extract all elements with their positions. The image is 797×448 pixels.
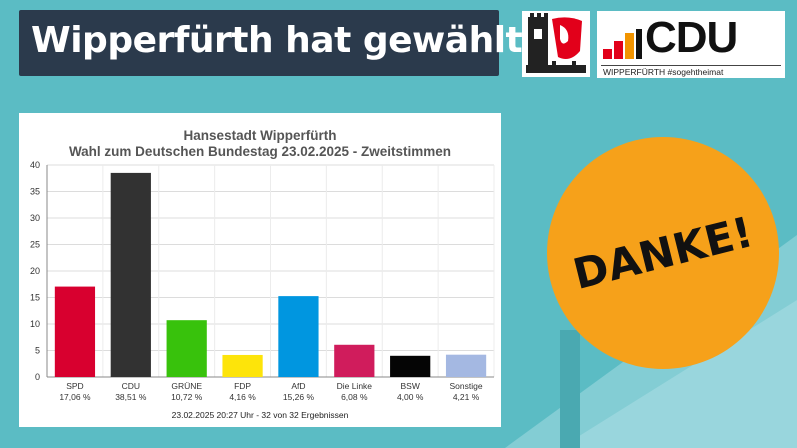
page-title-box: Wipperfürth hat gewählt <box>19 10 523 76</box>
y-tick-label: 40 <box>30 160 40 170</box>
cdu-divider <box>601 65 781 66</box>
x-tick-label: GRÜNE <box>171 381 202 391</box>
y-tick-label: 30 <box>30 213 40 223</box>
crest-icon <box>526 13 586 73</box>
y-tick-label: 10 <box>30 319 40 329</box>
x-tick-label: Sonstige <box>450 381 483 391</box>
y-tick-label: 5 <box>35 346 40 356</box>
cdu-bars-icon <box>603 29 642 59</box>
chart-subtitle: Wahl zum Deutschen Bundestag 23.02.2025 … <box>68 144 452 159</box>
cdu-tagline: WIPPERFÜRTH #sogehtheimat <box>603 67 724 77</box>
x-tick-label: CDU <box>122 381 140 391</box>
y-tick-label: 20 <box>30 266 40 276</box>
bar-die-linke <box>334 344 375 377</box>
danke-text: DANKE! <box>568 207 758 299</box>
bar-value-label: 4,21 % <box>453 392 480 402</box>
x-tick-label: BSW <box>401 381 420 391</box>
page-title: Wipperfürth hat gewählt <box>31 20 523 61</box>
bar-bsw <box>390 355 431 377</box>
x-tick-label: AfD <box>291 381 305 391</box>
bar-value-label: 6,08 % <box>341 392 368 402</box>
cdu-logo-text: CDU <box>645 13 738 62</box>
bar-spd <box>54 286 96 377</box>
x-tick-label: SPD <box>66 381 83 391</box>
bar-value-label: 15,26 % <box>283 392 315 402</box>
x-tick-label: Die Linke <box>337 381 373 391</box>
bar-cdu <box>110 172 151 377</box>
bar-value-label: 4,16 % <box>229 392 256 402</box>
danke-badge: DANKE! <box>547 137 779 369</box>
bar-value-label: 38,51 % <box>115 392 147 402</box>
chart-title: Hansestadt Wipperfürth <box>183 128 337 143</box>
bar-value-label: 10,72 % <box>171 392 203 402</box>
bar-value-label: 4,00 % <box>397 392 424 402</box>
bar-afd <box>278 296 319 377</box>
bar-fdp <box>222 354 263 377</box>
city-crest-logo <box>522 11 590 77</box>
bar-value-label: 17,06 % <box>59 392 91 402</box>
election-chart: Hansestadt Wipperfürth Wahl zum Deutsche… <box>19 113 501 427</box>
bar-sonstige <box>445 354 487 377</box>
y-tick-label: 0 <box>35 372 40 382</box>
y-tick-label: 15 <box>30 293 40 303</box>
cdu-logo: CDU WIPPERFÜRTH #sogehtheimat <box>597 11 785 78</box>
x-tick-label: FDP <box>234 381 251 391</box>
y-tick-label: 35 <box>30 187 40 197</box>
y-tick-label: 25 <box>30 240 40 250</box>
bar-grüne <box>166 320 207 377</box>
chart-footer: 23.02.2025 20:27 Uhr - 32 von 32 Ergebni… <box>171 410 349 420</box>
